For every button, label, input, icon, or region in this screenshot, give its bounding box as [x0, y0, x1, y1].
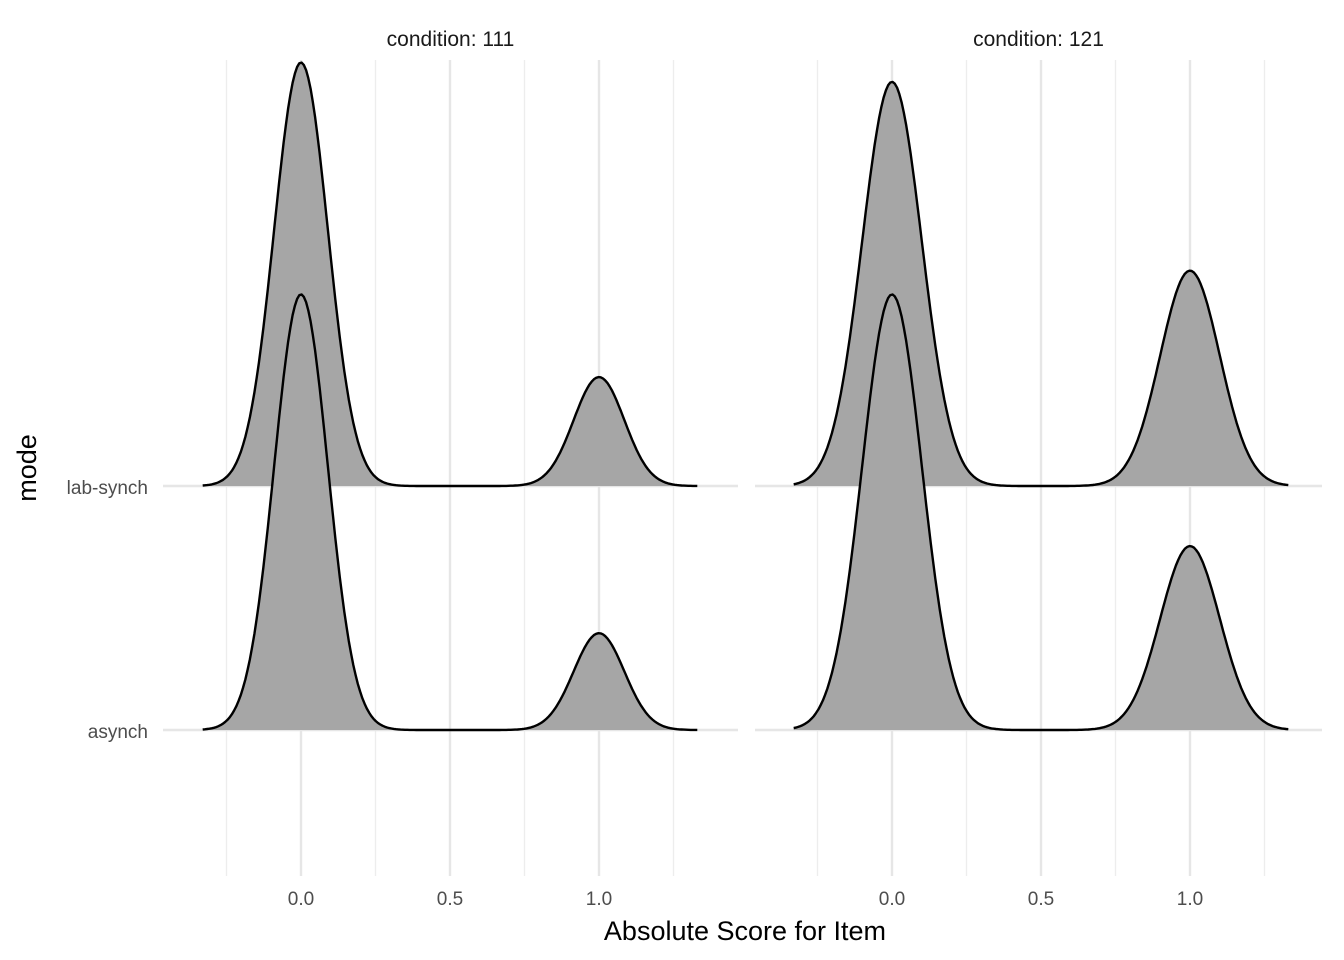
ridge-fill-lab-synch	[793, 81, 1289, 487]
panel-2: condition: 121 0.0 0.5 1.0	[755, 28, 1322, 910]
ridge-line-asynch	[202, 293, 698, 732]
ridge-line-lab-synch	[793, 80, 1289, 488]
panel-1: condition: 111 0.0 0.5 1.0	[163, 28, 738, 910]
x-tick-label: 0.0	[879, 889, 905, 910]
ridge-fill-asynch	[793, 294, 1289, 730]
ridge-fill-asynch	[202, 294, 698, 730]
y-tick-label-lab-synch: lab-synch	[67, 478, 148, 499]
x-tick-label: 0.5	[437, 889, 463, 910]
ridge-fill-lab-synch	[202, 62, 698, 486]
x-tick-label: 0.5	[1028, 889, 1054, 910]
x-axis-title: Absolute Score for Item	[604, 916, 886, 946]
y-axis-title: mode	[12, 434, 42, 502]
x-tick-label: 0.0	[288, 889, 314, 910]
x-tick-label: 1.0	[586, 889, 612, 910]
panel-strip-label: condition: 121	[973, 28, 1104, 51]
ridge-line-asynch	[793, 293, 1289, 732]
y-tick-label-asynch: asynch	[88, 722, 148, 743]
ridge-line-lab-synch	[202, 61, 698, 488]
x-tick-label: 1.0	[1177, 889, 1203, 910]
panel-strip-label: condition: 111	[387, 28, 515, 51]
